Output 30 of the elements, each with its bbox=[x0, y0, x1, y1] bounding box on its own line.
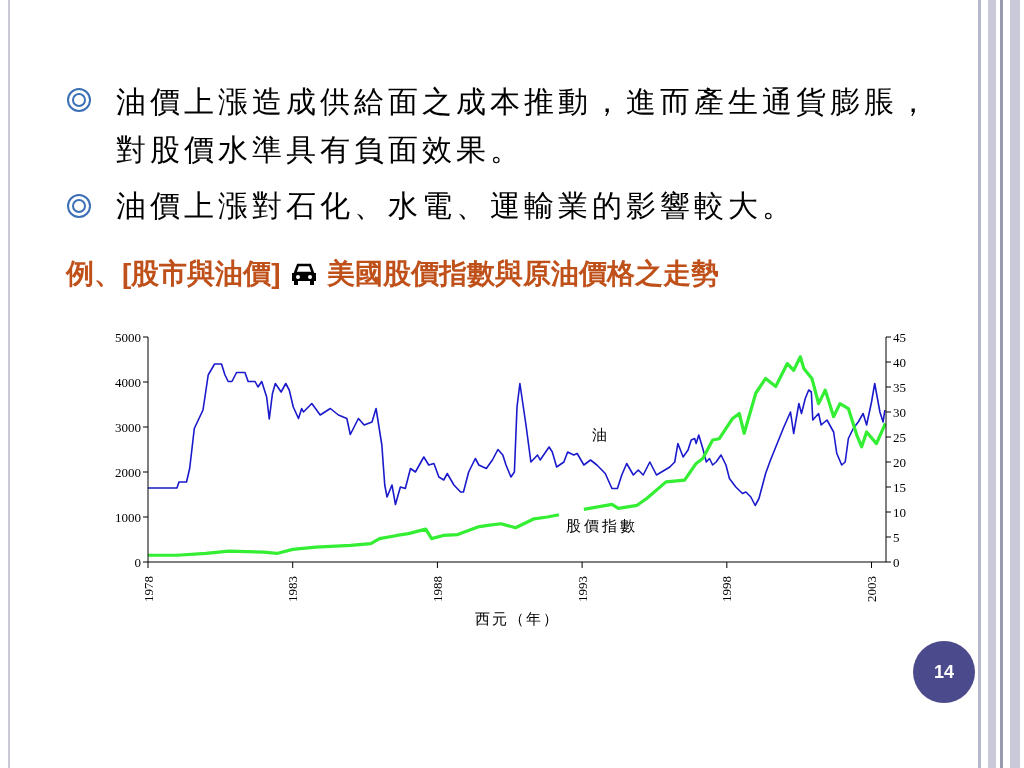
x-tick-label: 1998 bbox=[719, 576, 735, 602]
x-tick-label: 1983 bbox=[285, 576, 301, 602]
y2-tick-label: 10 bbox=[893, 504, 906, 520]
series-label: 油 bbox=[592, 426, 610, 445]
y-tick-label: 3000 bbox=[115, 419, 141, 435]
y-tick-label: 4000 bbox=[115, 374, 141, 390]
chart-title: 例、[股市與油價] bbox=[66, 257, 281, 291]
x-axis-title: 西元（年） bbox=[473, 610, 561, 629]
y-tick-label: 0 bbox=[134, 554, 141, 570]
y-tick-label: 2000 bbox=[115, 464, 141, 480]
y2-tick-label: 35 bbox=[893, 379, 906, 395]
chart-subtitle: 美國股價指數與原油價格之走勢 bbox=[326, 257, 719, 291]
series-label: 股價指數 bbox=[566, 517, 638, 536]
line-series bbox=[148, 363, 886, 507]
y2-tick-label: 20 bbox=[893, 454, 906, 470]
y2-tick-label: 0 bbox=[893, 554, 900, 570]
text: 油價上漲造成供給面之成本推動，進而產生通貨膨脹，對股價水準具有負面效果。 bbox=[116, 84, 933, 168]
text: 油價上漲對石化、水電、運輸業的影響較大。 bbox=[116, 188, 797, 224]
y-tick-label: 5000 bbox=[115, 329, 141, 345]
y2-tick-label: 45 bbox=[893, 329, 906, 345]
x-tick-label: 1988 bbox=[429, 576, 445, 602]
x-tick-label: 2003 bbox=[864, 576, 880, 602]
x-tick-label: 1993 bbox=[574, 576, 590, 602]
y2-tick-label: 25 bbox=[893, 429, 906, 445]
y2-tick-label: 5 bbox=[893, 529, 900, 545]
y2-tick-label: 40 bbox=[893, 354, 906, 370]
y2-tick-label: 30 bbox=[893, 404, 906, 420]
y-tick-label: 1000 bbox=[115, 509, 141, 525]
y2-tick-label: 15 bbox=[893, 479, 906, 495]
x-tick-label: 1978 bbox=[140, 576, 156, 602]
